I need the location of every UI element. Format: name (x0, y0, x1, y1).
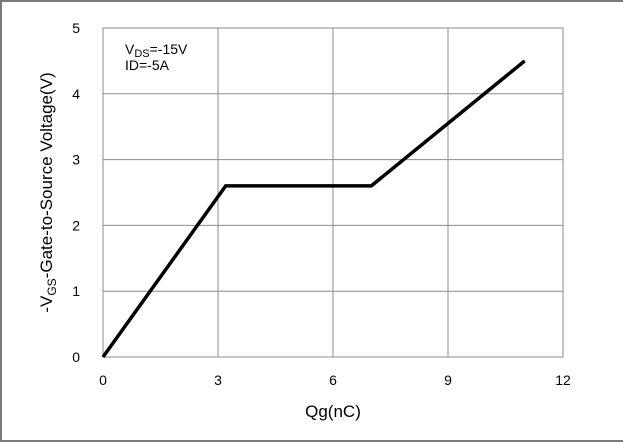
x-tick-label: 0 (99, 372, 107, 388)
y-tick-label: 0 (72, 349, 80, 365)
annotation-line: VDS=-15V (125, 41, 188, 60)
y-tick-labels: 0 1 2 3 4 5 (72, 20, 80, 365)
x-tick-label: 9 (444, 372, 452, 388)
y-tick-label: 3 (72, 152, 80, 168)
y-tick-label: 4 (72, 86, 80, 102)
grid (102, 27, 564, 358)
y-tick-label: 5 (72, 20, 80, 36)
annotation-line: ID=-5A (125, 57, 170, 73)
x-tick-label: 6 (329, 372, 337, 388)
x-tick-label: 12 (555, 372, 571, 388)
x-tick-label: 3 (214, 372, 222, 388)
y-tick-label: 2 (72, 217, 80, 233)
series-line (101, 59, 526, 359)
plot-area-border (102, 27, 564, 358)
x-axis-title: Qg(nC) (305, 402, 361, 421)
x-tick-labels: 0 3 6 9 12 (99, 372, 571, 388)
y-axis-title: -VGS-Gate-to-Source Voltage(V) (37, 72, 59, 312)
y-tick-label: 1 (72, 283, 80, 299)
